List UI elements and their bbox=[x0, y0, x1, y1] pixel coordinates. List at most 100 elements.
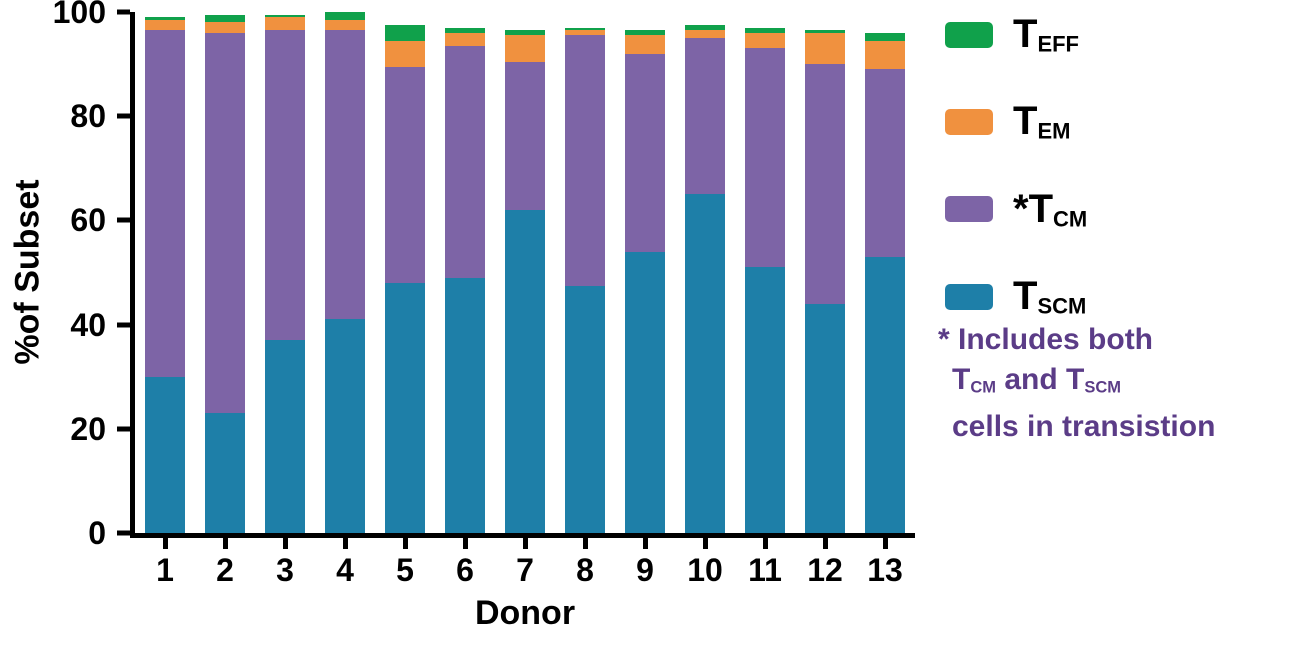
bar-donor-9 bbox=[625, 12, 665, 533]
plot-area bbox=[130, 12, 915, 538]
bar-segment-tem bbox=[685, 30, 725, 39]
bar-segment-tscm bbox=[145, 376, 185, 533]
bar-donor-4 bbox=[325, 12, 365, 533]
x-tick-label: 5 bbox=[396, 552, 414, 588]
y-tick-mark bbox=[117, 113, 130, 119]
bar-segment-tcm bbox=[685, 38, 725, 195]
bar-segment-tem bbox=[865, 40, 905, 70]
x-tick-mark bbox=[522, 538, 528, 549]
bar-segment-tscm bbox=[565, 285, 605, 533]
x-tick-cell: 11 bbox=[745, 538, 785, 589]
bar-segment-tscm bbox=[685, 194, 725, 533]
x-tick-mark bbox=[882, 538, 888, 549]
bar-segment-teff bbox=[145, 17, 185, 20]
x-tick-mark bbox=[642, 538, 648, 549]
x-tick-mark bbox=[462, 538, 468, 549]
legend-label-tcm: *TCM bbox=[1013, 186, 1088, 232]
bar-segment-tem bbox=[265, 17, 305, 31]
bar-segment-tem bbox=[565, 30, 605, 36]
bar-donor-8 bbox=[565, 12, 605, 533]
x-tick-label: 8 bbox=[576, 552, 594, 588]
y-tick-label: 80 bbox=[70, 98, 106, 135]
x-tick-mark bbox=[342, 538, 348, 549]
bar-donor-10 bbox=[685, 12, 725, 533]
legend-label-tem: TEM bbox=[1013, 99, 1071, 144]
bar-donor-7 bbox=[505, 12, 545, 533]
x-tick-cell: 6 bbox=[445, 538, 485, 589]
bar-donor-3 bbox=[265, 12, 305, 533]
x-tick-label: 12 bbox=[807, 552, 843, 588]
x-tick-cell: 7 bbox=[505, 538, 545, 589]
bar-segment-tcm bbox=[745, 48, 785, 268]
bar-segment-tcm bbox=[805, 64, 845, 304]
bar-segment-tscm bbox=[265, 340, 305, 533]
legend-swatch-tscm bbox=[945, 283, 993, 310]
legend-item-tscm: TSCM bbox=[945, 276, 1087, 317]
bar-segment-teff bbox=[865, 32, 905, 41]
legend-swatch-tem bbox=[945, 109, 993, 136]
bar-segment-teff bbox=[205, 14, 245, 23]
bar-segment-teff bbox=[385, 25, 425, 41]
bar-segment-teff bbox=[745, 27, 785, 33]
bar-segment-tem bbox=[745, 32, 785, 49]
y-tick-mark bbox=[117, 530, 130, 536]
bar-segment-tem bbox=[625, 35, 665, 54]
x-tick-cell: 8 bbox=[565, 538, 605, 589]
bar-segment-tem bbox=[805, 32, 845, 65]
y-tick-mark bbox=[117, 322, 130, 328]
bar-donor-5 bbox=[385, 12, 425, 533]
legend-item-tcm: *TCM bbox=[945, 189, 1087, 230]
legend-label-tscm: TSCM bbox=[1013, 274, 1087, 319]
x-tick-mark bbox=[762, 538, 768, 549]
y-tick-mark bbox=[117, 9, 130, 15]
bar-segment-tem bbox=[325, 19, 365, 31]
x-tick-mark bbox=[582, 538, 588, 549]
x-tick-cell: 10 bbox=[685, 538, 725, 589]
footnote: * Includes both TCM and TSCM cells in tr… bbox=[938, 320, 1215, 447]
footnote-line3: cells in transistion bbox=[952, 410, 1216, 444]
bar-segment-teff bbox=[325, 12, 365, 20]
x-tick-label: 11 bbox=[748, 552, 782, 588]
bar-segment-tscm bbox=[385, 282, 425, 533]
bar-donor-6 bbox=[445, 12, 485, 533]
footnote-line2: TCM and TSCM bbox=[952, 363, 1122, 397]
x-tick-cell: 5 bbox=[385, 538, 425, 589]
bar-segment-tem bbox=[145, 19, 185, 31]
bar-segment-tscm bbox=[505, 209, 545, 533]
bar-segment-tcm bbox=[145, 30, 185, 377]
x-tick-label: 6 bbox=[456, 552, 474, 588]
x-tick-cell: 4 bbox=[325, 538, 365, 589]
bar-segment-tem bbox=[505, 35, 545, 62]
bars bbox=[135, 12, 915, 533]
bar-segment-tcm bbox=[205, 32, 245, 414]
y-tick-label: 60 bbox=[70, 202, 106, 239]
y-tick-label: 100 bbox=[52, 0, 106, 30]
bar-segment-teff bbox=[505, 30, 545, 36]
x-tick-cell: 1 bbox=[145, 538, 185, 589]
bar-segment-teff bbox=[265, 14, 305, 18]
bar-donor-12 bbox=[805, 12, 845, 533]
bar-segment-tcm bbox=[445, 45, 485, 278]
bar-segment-tcm bbox=[325, 30, 365, 320]
x-tick-cell: 9 bbox=[625, 538, 665, 589]
legend-swatch-tcm bbox=[945, 196, 993, 223]
bar-segment-tscm bbox=[325, 319, 365, 533]
x-tick-label: 2 bbox=[216, 552, 234, 588]
x-tick-mark bbox=[282, 538, 288, 549]
bar-segment-tscm bbox=[445, 277, 485, 533]
x-tick-cell: 13 bbox=[865, 538, 905, 589]
x-tick-label: 3 bbox=[276, 552, 294, 588]
bar-segment-tscm bbox=[805, 303, 845, 533]
bar-segment-tcm bbox=[385, 66, 425, 283]
y-tick-mark bbox=[117, 426, 130, 432]
x-tick-row: 1 2 3 4 5 6 7 8 9 10 11 12 13 bbox=[135, 538, 915, 589]
x-tick-mark bbox=[222, 538, 228, 549]
x-tick-mark bbox=[162, 538, 168, 549]
bar-segment-tem bbox=[445, 32, 485, 46]
legend-label-teff: TEFF bbox=[1013, 12, 1079, 57]
x-tick-label: 4 bbox=[336, 552, 354, 588]
bar-segment-tem bbox=[385, 40, 425, 67]
bar-segment-tem bbox=[205, 22, 245, 33]
bar-segment-tscm bbox=[205, 413, 245, 533]
bar-segment-teff bbox=[625, 30, 665, 36]
